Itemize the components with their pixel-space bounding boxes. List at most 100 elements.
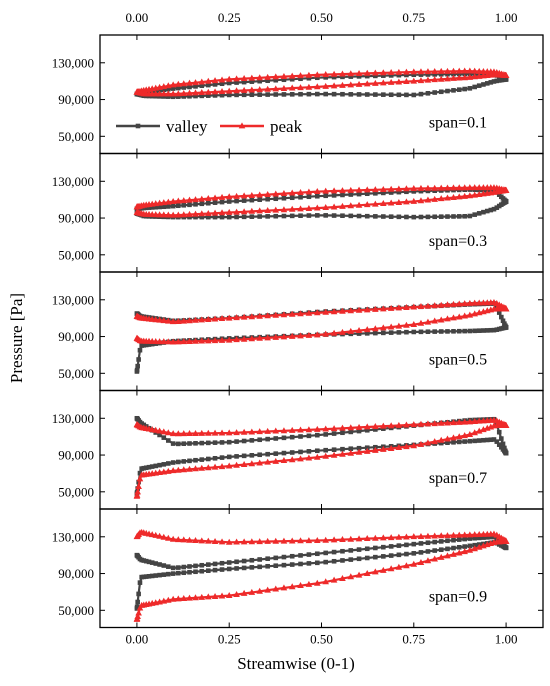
point-peak (387, 199, 395, 206)
point-peak (395, 421, 403, 428)
point-valley (396, 214, 402, 220)
point-valley (161, 94, 167, 99)
point-valley (249, 214, 255, 219)
point-valley (491, 79, 497, 84)
point-peak (240, 86, 248, 93)
point-valley (432, 548, 437, 553)
point-peak (322, 425, 330, 432)
point-valley (298, 91, 303, 97)
point-peak (380, 69, 387, 76)
point-valley (157, 562, 162, 567)
point-peak (280, 584, 288, 591)
point-peak (165, 90, 172, 97)
point-valley (356, 547, 362, 552)
point-valley (425, 540, 431, 546)
span-label: span=0.9 (429, 589, 487, 606)
point-valley (181, 85, 187, 90)
point-peak (240, 74, 248, 81)
point-peak (192, 465, 199, 472)
point-peak (272, 585, 280, 592)
point-valley (488, 327, 494, 333)
legend-marker-valley (135, 123, 141, 129)
point-peak (218, 315, 226, 322)
point-valley (472, 542, 477, 548)
point-valley (381, 214, 386, 219)
point-valley (212, 93, 218, 98)
point-valley (494, 205, 500, 210)
point-peak (387, 304, 395, 311)
point-valley (219, 440, 225, 445)
point-valley (206, 82, 211, 88)
point-peak (297, 205, 304, 212)
x-tick-label-bottom: 0.25 (218, 632, 241, 647)
point-peak (160, 211, 168, 218)
point-peak (180, 80, 188, 87)
point-valley (503, 545, 509, 551)
point-peak (403, 321, 410, 328)
point-valley (134, 367, 140, 373)
point-peak (156, 532, 163, 539)
point-valley (249, 197, 255, 203)
point-peak (280, 333, 288, 340)
point-peak (218, 538, 226, 545)
point-peak (444, 435, 451, 442)
point-valley (438, 539, 444, 544)
point-peak (502, 186, 510, 193)
point-valley (193, 84, 198, 89)
point-peak (165, 467, 172, 474)
point-peak (297, 426, 304, 433)
point-valley (438, 547, 444, 552)
point-peak (380, 185, 387, 192)
point-peak (225, 193, 233, 200)
point-valley (141, 465, 147, 471)
point-valley (206, 440, 211, 446)
point-valley (373, 330, 378, 336)
x-tick-label-bottom: 0.00 (126, 632, 149, 647)
point-peak (410, 197, 418, 204)
point-valley (364, 191, 370, 197)
point-peak (233, 590, 240, 597)
point-peak (233, 75, 240, 82)
point-valley (445, 71, 450, 77)
x-tick-label-top: 0.00 (126, 10, 149, 25)
point-peak (395, 304, 403, 311)
point-peak (297, 582, 304, 589)
point-peak (264, 207, 271, 214)
point-valley (411, 214, 417, 220)
point-valley (445, 88, 450, 94)
point-valley (141, 574, 147, 580)
point-valley (257, 78, 262, 84)
point-peak (240, 589, 248, 596)
point-peak (192, 316, 199, 323)
point-valley (381, 554, 386, 559)
point-peak (424, 439, 432, 446)
point-valley (314, 551, 320, 557)
point-peak (410, 321, 418, 327)
point-valley (149, 205, 155, 210)
point-peak (387, 534, 395, 541)
point-peak (455, 300, 463, 307)
point-valley (476, 328, 482, 333)
point-valley (496, 310, 502, 315)
point-peak (165, 534, 172, 541)
y-tick-label: 90,000 (58, 211, 94, 226)
point-peak (424, 184, 432, 191)
point-peak (450, 193, 457, 200)
point-peak (156, 90, 163, 97)
point-peak (297, 455, 304, 462)
point-peak (180, 89, 188, 96)
point-valley (323, 550, 329, 556)
point-peak (431, 184, 438, 191)
point-valley (146, 559, 152, 565)
point-peak (450, 184, 457, 191)
point-peak (175, 595, 182, 602)
point-valley (348, 192, 354, 197)
point-peak (136, 475, 144, 482)
point-valley (149, 464, 155, 469)
point-peak (347, 573, 355, 580)
point-peak (403, 562, 410, 569)
point-peak (417, 440, 425, 447)
point-valley (388, 214, 394, 219)
point-valley (373, 214, 378, 219)
point-peak (444, 67, 451, 74)
